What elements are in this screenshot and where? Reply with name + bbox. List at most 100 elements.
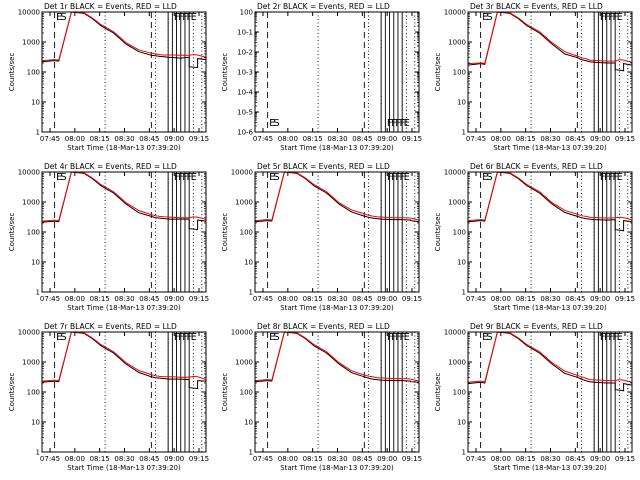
- y-tick-label: 10-2: [237, 49, 253, 57]
- x-tick-label: 08:30: [540, 295, 560, 303]
- chart-panel: Det 5r BLACK = Events, RED = LLD 1 10 100 10…: [221, 162, 422, 312]
- chart-panel: Det 4r BLACK = Events, RED = LLD 1 10 100 10…: [8, 162, 209, 312]
- y-tick-label: 100: [453, 69, 466, 77]
- panel-title: Det 6r BLACK = Events, RED = LLD: [470, 162, 603, 171]
- event-flag-label: E: [404, 118, 410, 129]
- y-tick-label: 1: [462, 129, 466, 137]
- x-tick-label: 09:00: [377, 295, 397, 303]
- x-tick-label: 08:00: [491, 295, 511, 303]
- y-tick-label: 100: [27, 229, 40, 237]
- y-tick-label: 10: [457, 259, 466, 267]
- x-tick-label: 09:00: [164, 455, 184, 463]
- event-flag-label: F: [186, 332, 192, 343]
- x-axis-label: Start Time (18-Mar-13 07:39:20): [67, 144, 181, 152]
- y-tick-label: 1: [249, 449, 253, 457]
- event-flag-label: E: [56, 172, 62, 183]
- panel-title: Det 1r BLACK = Events, RED = LLD: [44, 2, 177, 11]
- x-axis-label: Start Time (18-Mar-13 07:39:20): [280, 144, 394, 152]
- event-flag-label: F: [387, 332, 393, 343]
- panel-title: Det 3r BLACK = Events, RED = LLD: [470, 2, 603, 11]
- y-tick-label: 10-6: [237, 129, 253, 137]
- event-flag-label: S: [60, 332, 66, 343]
- x-tick-label: 08:30: [327, 455, 347, 463]
- event-flag-label: E: [56, 332, 62, 343]
- event-flag-label: F: [391, 118, 397, 129]
- panel-title: Det 5r BLACK = Events, RED = LLD: [257, 162, 390, 171]
- panel-title: Det 2r BLACK = Events, RED = LLD: [257, 2, 390, 11]
- x-tick-label: 08:30: [327, 295, 347, 303]
- x-tick-label: 08:45: [565, 295, 585, 303]
- event-flag-label: S: [486, 172, 492, 183]
- panel-title: Det 4r BLACK = Events, RED = LLD: [44, 162, 177, 171]
- y-tick-label: 1: [249, 289, 253, 297]
- x-tick-label: 08:15: [90, 135, 110, 143]
- x-tick-label: 08:30: [114, 455, 134, 463]
- panel-title: Det 8r BLACK = Events, RED = LLD: [257, 322, 390, 331]
- event-flag-label: E: [482, 12, 488, 23]
- x-tick-label: 08:45: [565, 455, 585, 463]
- x-tick-label: 09:00: [590, 455, 610, 463]
- x-tick-label: 09:15: [615, 455, 635, 463]
- event-flag-label: F: [600, 12, 606, 23]
- y-tick-label: 100: [27, 389, 40, 397]
- event-flag-label: F: [604, 12, 610, 23]
- x-tick-label: 08:30: [540, 455, 560, 463]
- x-tick-label: 07:45: [466, 135, 486, 143]
- panel-title: Det 9r BLACK = Events, RED = LLD: [470, 322, 603, 331]
- x-tick-label: 07:45: [253, 455, 273, 463]
- y-tick-label: 1: [36, 449, 40, 457]
- y-tick-label: 1: [36, 129, 40, 137]
- event-flag-label: F: [600, 332, 606, 343]
- y-axis-label: Counts/sec: [221, 213, 229, 252]
- event-flag-label: F: [178, 172, 184, 183]
- y-tick-label: 1: [36, 289, 40, 297]
- event-flag-label: F: [395, 118, 401, 129]
- x-tick-label: 09:00: [590, 135, 610, 143]
- y-axis-label: Counts/sec: [8, 53, 16, 92]
- event-flag-label: S: [273, 118, 279, 129]
- event-flag-label: F: [182, 12, 188, 23]
- x-tick-label: 08:45: [139, 135, 159, 143]
- x-tick-label: 08:30: [540, 135, 560, 143]
- event-flag-label: F: [604, 332, 610, 343]
- panel-title: Det 7r BLACK = Events, RED = LLD: [44, 322, 177, 331]
- x-tick-label: 07:45: [253, 135, 273, 143]
- y-tick-label: 10: [31, 99, 40, 107]
- chart-panel: Det 1r BLACK = Events, RED = LLD 1 10 100 10…: [8, 2, 209, 152]
- x-tick-label: 09:15: [615, 135, 635, 143]
- y-tick-label: 10-5: [237, 109, 253, 117]
- x-tick-label: 08:00: [65, 135, 85, 143]
- x-axis-label: Start Time (18-Mar-13 07:39:20): [493, 144, 607, 152]
- x-tick-label: 08:00: [65, 295, 85, 303]
- x-tick-label: 09:00: [377, 135, 397, 143]
- y-tick-label: 1000: [22, 39, 40, 47]
- y-axis-label: Counts/sec: [8, 213, 16, 252]
- x-tick-label: 09:00: [377, 455, 397, 463]
- event-flag-label: S: [486, 332, 492, 343]
- event-flag-label: F: [612, 12, 618, 23]
- x-tick-label: 09:15: [189, 295, 209, 303]
- x-axis-label: Start Time (18-Mar-13 07:39:20): [280, 304, 394, 312]
- x-tick-label: 08:30: [114, 135, 134, 143]
- event-flag-label: E: [482, 332, 488, 343]
- y-axis-label: Counts/sec: [434, 213, 442, 252]
- x-tick-label: 08:15: [516, 135, 536, 143]
- event-flag-label: F: [178, 12, 184, 23]
- event-flag-label: E: [269, 172, 275, 183]
- x-tick-label: 08:15: [516, 455, 536, 463]
- x-tick-label: 07:45: [466, 455, 486, 463]
- y-tick-label: 10000: [444, 329, 466, 337]
- y-axis-label: Counts/sec: [221, 373, 229, 412]
- x-tick-label: 09:00: [164, 295, 184, 303]
- x-tick-label: 08:00: [278, 135, 298, 143]
- event-flag-label: F: [612, 332, 618, 343]
- x-tick-label: 08:15: [303, 455, 323, 463]
- x-tick-label: 08:45: [352, 455, 372, 463]
- y-axis-label: Counts/sec: [8, 373, 16, 412]
- x-tick-label: 08:00: [278, 455, 298, 463]
- y-tick-label: 10: [244, 419, 253, 427]
- event-flag-label: S: [273, 172, 279, 183]
- x-axis-label: Start Time (18-Mar-13 07:39:20): [67, 304, 181, 312]
- event-flag-label: F: [174, 332, 180, 343]
- x-tick-label: 08:15: [303, 135, 323, 143]
